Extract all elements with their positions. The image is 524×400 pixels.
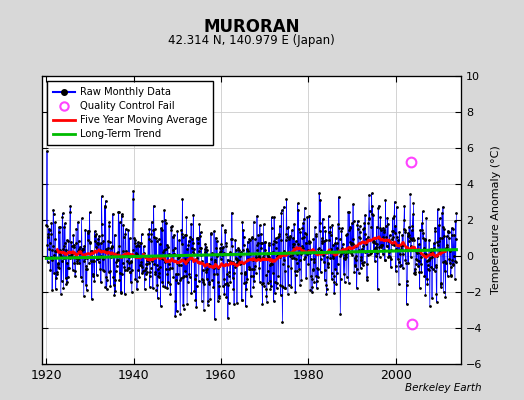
Text: MURORAN: MURORAN <box>203 18 300 36</box>
Text: 42.314 N, 140.979 E (Japan): 42.314 N, 140.979 E (Japan) <box>168 34 335 47</box>
Text: Berkeley Earth: Berkeley Earth <box>406 383 482 393</box>
Y-axis label: Temperature Anomaly (°C): Temperature Anomaly (°C) <box>491 146 501 294</box>
Legend: Raw Monthly Data, Quality Control Fail, Five Year Moving Average, Long-Term Tren: Raw Monthly Data, Quality Control Fail, … <box>47 81 213 145</box>
